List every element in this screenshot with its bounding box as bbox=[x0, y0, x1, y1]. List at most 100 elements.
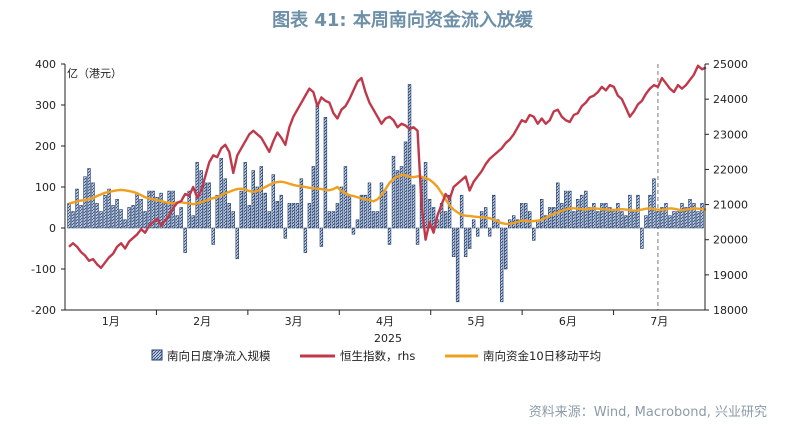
net-inflow-bar bbox=[487, 227, 492, 237]
left-tick-label: 400 bbox=[35, 58, 56, 71]
net-inflow-bar bbox=[335, 203, 340, 229]
net-inflow-bar bbox=[451, 227, 456, 258]
net-inflow-bar bbox=[327, 211, 332, 229]
net-inflow-bar bbox=[495, 219, 500, 229]
left-tick-label: -100 bbox=[31, 263, 56, 276]
net-inflow-bar bbox=[75, 188, 79, 229]
net-inflow-bar bbox=[688, 199, 692, 229]
net-inflow-bar bbox=[407, 84, 412, 229]
x-tick-label: 7月 bbox=[650, 315, 668, 328]
net-inflow-bar bbox=[403, 141, 408, 229]
net-inflow-bar bbox=[544, 215, 548, 229]
net-inflow-bar bbox=[215, 194, 219, 229]
net-inflow-bar bbox=[223, 178, 227, 229]
net-inflow-bar bbox=[339, 186, 344, 229]
net-inflow-bar bbox=[672, 211, 676, 229]
x-tick-label: 5月 bbox=[467, 315, 485, 328]
net-inflow-bar bbox=[243, 162, 247, 229]
net-inflow-bar bbox=[323, 117, 328, 229]
net-inflow-bar bbox=[307, 203, 312, 229]
net-inflow-bar bbox=[179, 207, 183, 229]
net-inflow-bar bbox=[503, 227, 508, 270]
net-inflow-bar bbox=[283, 227, 288, 239]
net-inflow-bar bbox=[67, 203, 71, 229]
net-inflow-bar bbox=[616, 203, 620, 229]
right-tick-label: 21000 bbox=[713, 199, 748, 212]
net-inflow-bar bbox=[391, 155, 396, 229]
net-inflow-bar bbox=[251, 170, 255, 229]
net-inflow-bar bbox=[95, 203, 99, 229]
net-inflow-bar bbox=[211, 227, 215, 245]
legend-label-hsi: 恒生指数，rhs bbox=[340, 349, 415, 363]
net-inflow-bar bbox=[463, 227, 468, 258]
net-inflow-bar bbox=[540, 199, 544, 229]
left-tick-label: -200 bbox=[31, 304, 56, 317]
net-inflow-bar bbox=[592, 203, 596, 229]
net-inflow-bar bbox=[315, 104, 320, 229]
net-inflow-bar bbox=[91, 182, 95, 229]
net-inflow-bar bbox=[467, 227, 472, 249]
year-label: 2025 bbox=[374, 332, 402, 345]
net-inflow-bar bbox=[191, 215, 195, 229]
net-inflow-bar bbox=[331, 211, 336, 229]
net-inflow-bar bbox=[83, 176, 87, 229]
net-inflow-bar bbox=[576, 199, 580, 229]
net-inflow-bar bbox=[139, 199, 143, 229]
net-inflow-bar bbox=[299, 178, 304, 229]
net-inflow-bar bbox=[143, 211, 147, 229]
left-axis-unit: 亿（港元） bbox=[67, 67, 122, 80]
net-inflow-bar bbox=[119, 209, 123, 229]
net-inflow-bar bbox=[692, 203, 696, 229]
net-inflow-bar bbox=[524, 203, 528, 229]
chart-title: 图表 41: 本周南向资金流入放缓 bbox=[272, 10, 533, 31]
net-inflow-bar bbox=[163, 203, 167, 229]
ma10-line bbox=[68, 173, 707, 226]
net-inflow-bar bbox=[147, 190, 151, 229]
net-inflow-bar bbox=[187, 190, 191, 229]
net-inflow-bar bbox=[343, 166, 348, 229]
x-tick-label: 4月 bbox=[376, 315, 394, 328]
net-inflow-bar bbox=[207, 182, 211, 229]
net-inflow-bar bbox=[415, 227, 420, 245]
net-inflow-bar bbox=[135, 192, 139, 229]
net-inflow-bar bbox=[471, 219, 476, 229]
right-tick-label: 19000 bbox=[713, 269, 748, 282]
net-inflow-bar bbox=[548, 207, 552, 229]
net-inflow-bar bbox=[516, 219, 520, 229]
net-inflow-bar bbox=[604, 203, 608, 229]
net-inflow-bar bbox=[379, 182, 384, 229]
net-inflow-bar bbox=[363, 194, 368, 229]
net-inflow-bar bbox=[199, 170, 203, 229]
net-inflow-bar bbox=[203, 182, 207, 229]
net-inflow-bar bbox=[287, 203, 292, 229]
net-inflow-bar bbox=[588, 207, 592, 229]
net-inflow-bar bbox=[528, 211, 532, 229]
net-inflow-bar bbox=[235, 227, 239, 260]
net-inflow-bar bbox=[443, 211, 448, 229]
net-inflow-bar bbox=[532, 227, 536, 241]
right-tick-label: 25000 bbox=[713, 58, 748, 71]
net-inflow-bar bbox=[644, 215, 648, 229]
right-tick-label: 23000 bbox=[713, 128, 748, 141]
net-inflow-bar bbox=[155, 196, 159, 229]
net-inflow-bar bbox=[291, 203, 296, 229]
net-inflow-bar bbox=[676, 211, 680, 229]
net-inflow-bar bbox=[167, 190, 171, 229]
x-tick-label: 3月 bbox=[285, 315, 303, 328]
net-inflow-bar bbox=[455, 227, 460, 303]
net-inflow-bar bbox=[355, 219, 360, 229]
net-inflow-bar bbox=[640, 227, 644, 249]
net-inflow-bar bbox=[311, 166, 316, 229]
net-inflow-bar bbox=[351, 227, 356, 235]
net-inflow-bar bbox=[279, 194, 284, 229]
net-inflow-bar bbox=[275, 201, 280, 229]
net-inflow-bar bbox=[552, 207, 556, 229]
legend-label-bar: 南向日度净流入规模 bbox=[167, 349, 271, 363]
net-inflow-bar bbox=[267, 211, 272, 229]
net-inflow-bar bbox=[319, 227, 324, 247]
net-inflow-bar bbox=[700, 203, 704, 229]
net-inflow-bar bbox=[423, 162, 428, 229]
net-inflow-bar bbox=[239, 190, 243, 229]
net-inflow-bar bbox=[660, 207, 664, 229]
net-inflow-bar bbox=[656, 211, 660, 229]
